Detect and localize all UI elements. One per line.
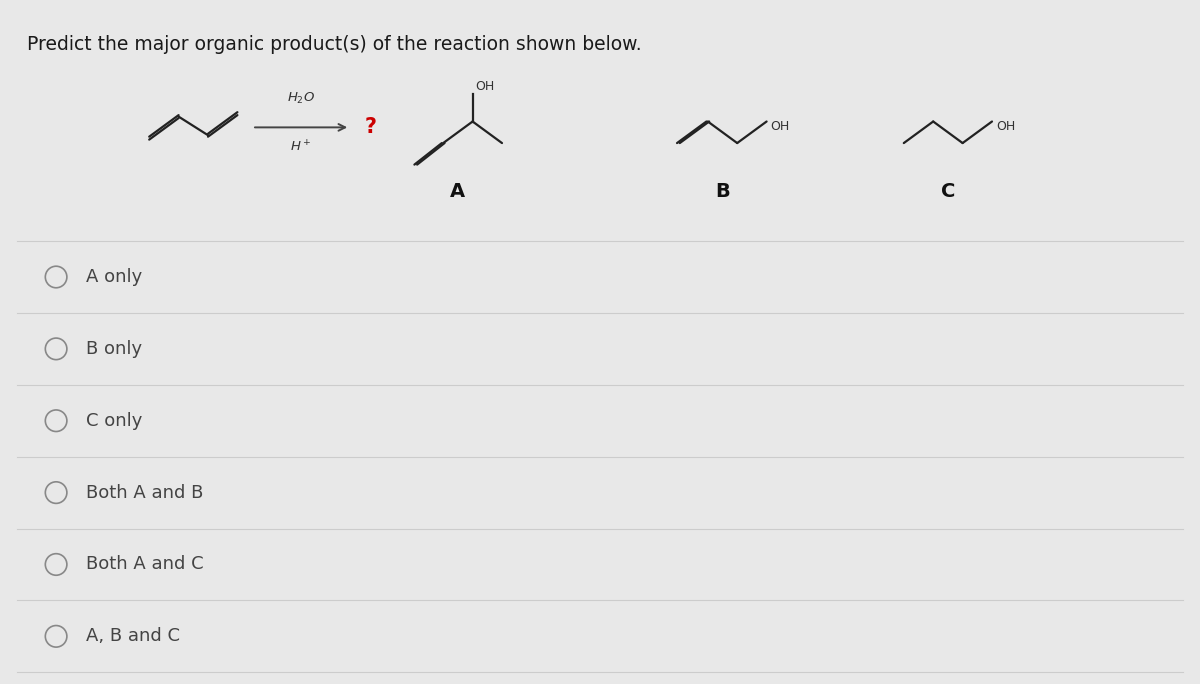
Text: A only: A only	[85, 268, 142, 286]
Text: B: B	[715, 182, 730, 201]
Text: Both A and C: Both A and C	[85, 555, 203, 573]
Text: Both A and B: Both A and B	[85, 484, 203, 501]
Text: OH: OH	[770, 120, 790, 133]
Text: $H^+$: $H^+$	[290, 139, 312, 155]
Text: C only: C only	[85, 412, 142, 430]
Text: A: A	[450, 182, 466, 201]
Text: $H_2O$: $H_2O$	[287, 91, 316, 106]
Text: OH: OH	[475, 80, 494, 93]
Text: A, B and C: A, B and C	[85, 627, 180, 645]
Text: OH: OH	[996, 120, 1015, 133]
Text: B only: B only	[85, 340, 142, 358]
Text: ?: ?	[365, 118, 377, 137]
Text: Predict the major organic product(s) of the reaction shown below.: Predict the major organic product(s) of …	[26, 36, 641, 54]
Text: C: C	[941, 182, 955, 201]
